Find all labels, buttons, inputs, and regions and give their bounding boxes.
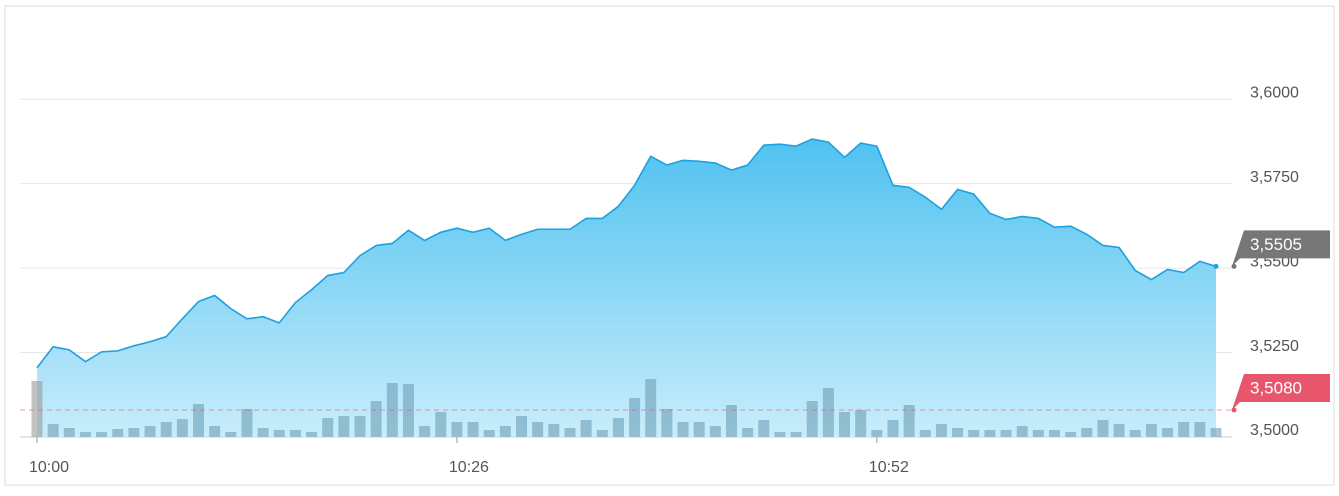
volume-bar [257,428,269,437]
volume-bar [935,424,947,437]
volume-bar [499,426,511,437]
price-tag [1232,230,1330,267]
volume-bar [160,422,172,437]
price-line [36,138,1217,369]
volume-bar [47,424,59,437]
y-tick-label: 3,5750 [1250,169,1299,186]
volume-bar [774,432,786,437]
volume-bar [435,412,447,437]
volume-bar [225,432,237,437]
volume-bar [209,426,221,437]
volume-bar [1129,430,1141,437]
volume-bar [467,422,479,437]
volume-bar [1178,422,1190,437]
volume-bar [241,409,253,437]
volume-bar [758,420,770,437]
area [37,139,1216,437]
volume-bar [1016,426,1028,437]
volume-bar [370,401,382,437]
volume-bar [322,418,334,437]
volume-bar [1032,430,1044,437]
volume-bar [1113,424,1125,437]
tag-dot [1231,407,1237,413]
volume-bar [548,424,560,437]
volume-bar [1210,428,1222,437]
volume-bar [596,430,608,437]
volume-bar [855,410,867,437]
volume-bar [31,381,43,437]
volume-bar [709,426,721,437]
volume-bar [354,416,366,437]
y-tick-label: 3,5250 [1250,338,1299,355]
volume-bar [822,388,834,437]
volume-bar [1065,432,1077,437]
volume-bar [273,430,285,437]
volume-bar [419,426,431,437]
volume-bar [112,429,124,437]
volume-bar [1097,420,1109,437]
x-tick-label: 10:00 [29,459,69,476]
volume-bar [63,428,75,437]
volume-bar [919,430,931,437]
volume-bar [79,432,91,437]
volume-bar [968,430,980,437]
volume-bar [580,420,592,437]
volume-bar [289,430,301,437]
volume-bar [176,419,188,437]
x-tick-label: 10:26 [449,459,489,476]
volume-bar [612,418,624,437]
volume-bar [677,422,689,437]
volume-bar [806,401,818,437]
volume-bar [725,405,737,437]
volume-bar [629,398,641,437]
volume-bar [1048,430,1060,437]
volume-bar [661,409,673,437]
price-tag-label: 3,5080 [1250,378,1302,397]
volume-bar [693,422,705,437]
x-tick-label: 10:52 [869,459,909,476]
volume-bar [1000,430,1012,437]
volume-bar [742,428,754,437]
volume-bar [790,432,802,437]
volume-bar [144,426,156,437]
volume-bar [402,384,414,437]
volume-bar [839,412,851,437]
volume-bar [96,432,108,437]
volume-bar [1081,428,1093,437]
volume-bar [887,420,899,437]
volume-bar [532,422,544,437]
y-tick-label: 3,5000 [1250,422,1299,439]
volume-bar [306,432,318,437]
volume-bar [128,428,140,437]
volume-bar [871,430,883,437]
volume-bar [483,430,495,437]
last-point [1213,263,1219,269]
volume-bar [1194,422,1206,437]
price-tag-label: 3,5505 [1250,235,1302,254]
volume-bar [952,428,964,437]
volume-bar [338,416,350,437]
volume-bar [1145,424,1157,437]
volume-bar [984,430,996,437]
volume-bar [1162,428,1174,437]
volume-bar [564,428,576,437]
tag-dot [1231,263,1237,269]
volume-bar [451,422,463,437]
y-tick-label: 3,6000 [1250,84,1299,101]
price-tag [1232,373,1330,410]
volume-bar [903,405,915,437]
frame [4,5,1335,486]
volume-bar [193,404,205,437]
volume-bar [645,379,657,437]
volume-bar [516,416,528,437]
